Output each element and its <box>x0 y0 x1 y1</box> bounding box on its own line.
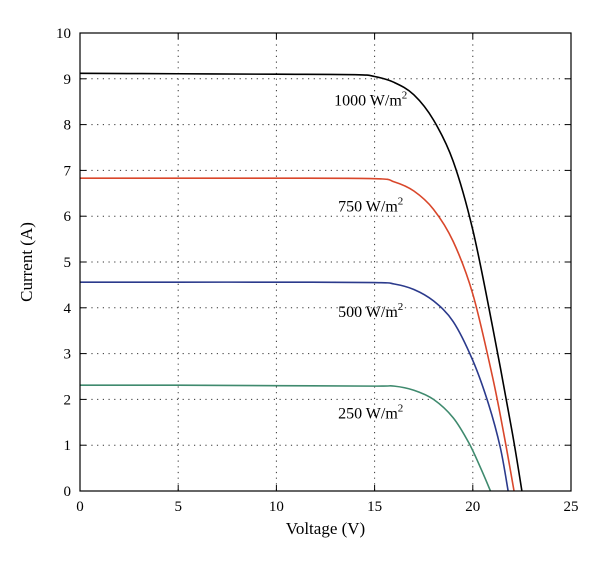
y-tick-label: 3 <box>64 347 72 363</box>
series-line-1 <box>80 177 515 492</box>
x-tick-label: 10 <box>269 499 284 515</box>
x-tick-label: 25 <box>564 499 579 515</box>
y-tick-label: 4 <box>64 301 72 317</box>
y-axis-label: Current (A) <box>17 222 36 302</box>
curve-label-superscript: 2 <box>398 301 404 313</box>
curve-label-text: 500 W/m <box>338 304 398 321</box>
x-axis-label: Voltage (V) <box>286 519 365 538</box>
x-tick-label: 0 <box>76 499 84 515</box>
curve-label: 1000 W/m2 <box>334 89 407 109</box>
x-tick-labels: 0 5 10 15 20 25 <box>76 499 578 515</box>
curve-label-text: 750 W/m <box>338 199 398 216</box>
y-tick-label: 1 <box>64 438 72 454</box>
curve-label-superscript: 2 <box>398 403 404 415</box>
y-tick-label: 2 <box>64 392 72 408</box>
curve-label: 500 W/m2 <box>338 301 403 321</box>
curve-label-text: 1000 W/m <box>334 92 402 109</box>
tick-marks <box>79 32 572 492</box>
curve-label: 250 W/m2 <box>338 403 403 423</box>
curve-label-superscript: 2 <box>402 89 408 101</box>
x-tick-label: 5 <box>174 499 182 515</box>
y-tick-label: 7 <box>64 163 72 179</box>
y-tick-label: 8 <box>64 118 72 134</box>
y-tick-label: 6 <box>64 209 72 225</box>
y-tick-labels: 0 1 2 3 4 5 6 7 8 9 10 <box>56 26 72 500</box>
y-tick-label: 10 <box>56 26 71 42</box>
y-tick-label: 9 <box>64 72 72 88</box>
curve-label: 750 W/m2 <box>338 196 403 216</box>
curve-label-text: 250 W/m <box>338 406 398 423</box>
grid-lines <box>80 33 571 491</box>
x-tick-label: 20 <box>465 499 480 515</box>
series-line-2 <box>79 281 509 492</box>
series-line-3 <box>79 384 492 492</box>
y-tick-label: 5 <box>64 255 72 271</box>
series-line-0 <box>79 72 523 492</box>
series-lines <box>79 72 523 492</box>
curve-label-superscript: 2 <box>398 196 404 208</box>
x-tick-label: 15 <box>367 499 382 515</box>
y-tick-label: 0 <box>64 484 72 500</box>
